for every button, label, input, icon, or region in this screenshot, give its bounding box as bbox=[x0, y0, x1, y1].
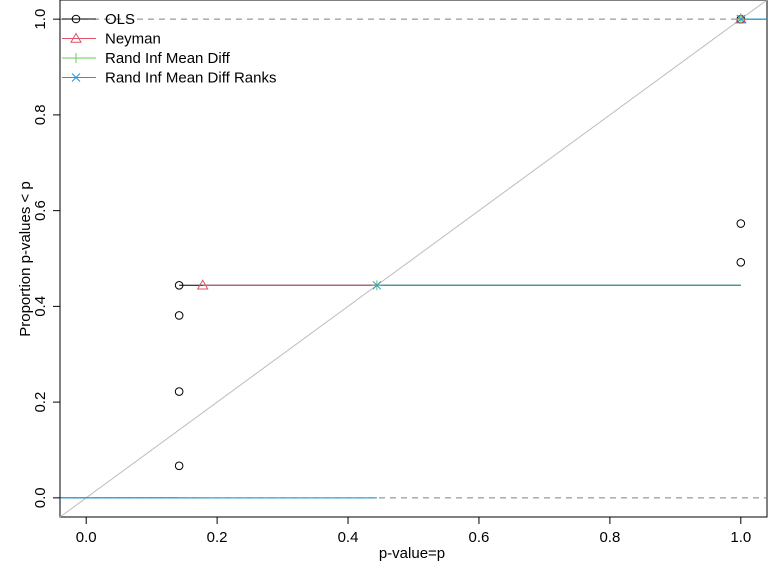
x-axis-title: p-value=p bbox=[379, 545, 445, 562]
x-axis: 0.0 0.2 0.4 0.6 0.8 1.0 bbox=[76, 516, 751, 546]
x-tick-label-0: 0.0 bbox=[76, 529, 97, 546]
x-tick-label-3: 0.6 bbox=[469, 529, 490, 546]
series-0-point-4 bbox=[736, 219, 746, 228]
legend-label-2: Rand Inf Mean Diff bbox=[105, 50, 231, 67]
legend-label-1: Neyman bbox=[105, 31, 161, 48]
series-1-point-0 bbox=[196, 279, 209, 290]
legend-label-3: Rand Inf Mean Diff Ranks bbox=[105, 70, 276, 87]
diagonal-reference-line bbox=[59, 0, 768, 518]
y-tick-label-2: 0.4 bbox=[32, 296, 49, 317]
y-axis-title: Proportion p-values < p bbox=[17, 181, 34, 337]
series-3-point-1-b bbox=[736, 14, 746, 24]
x-tick-label-5: 1.0 bbox=[730, 529, 751, 546]
series-0-point-5 bbox=[736, 258, 746, 267]
reference-lines bbox=[59, 0, 768, 518]
legend-label-0: OLS bbox=[105, 11, 135, 28]
series-points bbox=[174, 13, 747, 471]
y-tick-label-1: 0.2 bbox=[32, 392, 49, 413]
legend-marker-3-b bbox=[71, 73, 81, 82]
series-0-point-2 bbox=[174, 387, 184, 396]
x-tick-label-1: 0.2 bbox=[207, 529, 228, 546]
legend-marker-2 bbox=[71, 53, 81, 63]
series-3-point-1 bbox=[736, 14, 746, 24]
y-tick-label-5: 1.0 bbox=[32, 9, 49, 30]
y-axis: 0.0 0.2 0.4 0.6 0.8 1.0 bbox=[32, 9, 61, 508]
series-0-point-1 bbox=[174, 311, 184, 320]
legend-marker-3 bbox=[71, 73, 81, 82]
series-3-point-0 bbox=[372, 280, 382, 290]
x-tick-label-4: 0.8 bbox=[599, 529, 620, 546]
series-0-point-0 bbox=[174, 281, 184, 290]
y-tick-label-4: 0.8 bbox=[32, 104, 49, 125]
legend: OLS Neyman Rand Inf Mean Diff Rand Inf Mean… bbox=[62, 11, 276, 87]
x-tick-label-2: 0.4 bbox=[338, 529, 359, 546]
y-tick-label-3: 0.6 bbox=[32, 200, 49, 221]
y-tick-label-0: 0.0 bbox=[32, 487, 49, 508]
series-0-point-3 bbox=[174, 461, 184, 471]
series-3-point-0-b bbox=[372, 280, 382, 290]
legend-marker-1 bbox=[70, 32, 82, 43]
legend-marker-0 bbox=[71, 14, 81, 24]
